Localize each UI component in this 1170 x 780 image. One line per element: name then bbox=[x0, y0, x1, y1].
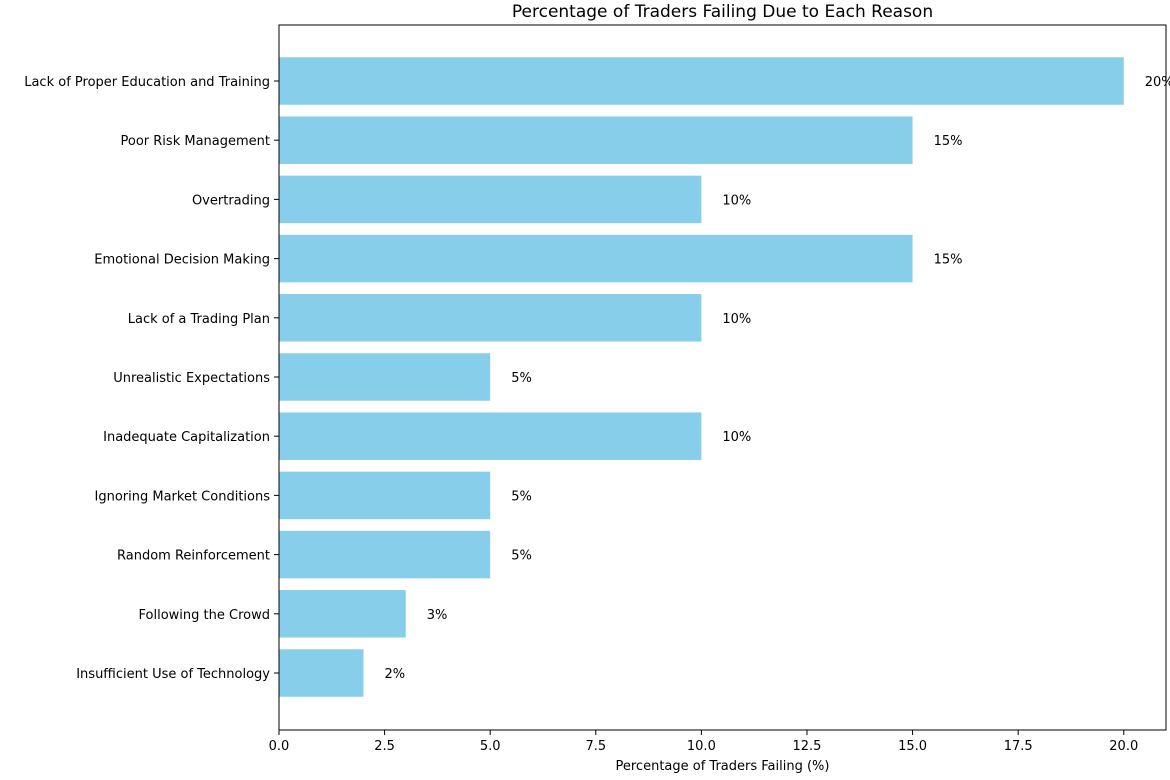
data-label-4: 15% bbox=[934, 253, 963, 268]
bar-4 bbox=[279, 234, 913, 283]
x-tick-label-8: 17.5 bbox=[1004, 739, 1033, 754]
y-tick-label-11: Insufficient Use of Technology bbox=[76, 667, 270, 682]
y-tick-label-1: Lack of Proper Education and Training bbox=[24, 75, 270, 90]
y-tick-label-7: Inadequate Capitalization bbox=[103, 430, 270, 445]
bar-10 bbox=[279, 590, 406, 638]
x-tick-label-2: 2.5 bbox=[374, 739, 395, 754]
y-tick-label-4: Emotional Decision Making bbox=[94, 253, 270, 268]
chart-title: Percentage of Traders Failing Due to Eac… bbox=[512, 2, 933, 22]
x-axis-ticks: 0.0 2.5 5.0 7.5 10.0 12.5 15.0 17.5 20.0 bbox=[269, 730, 1138, 754]
data-label-2: 15% bbox=[934, 134, 963, 149]
bar-2 bbox=[279, 116, 913, 164]
bar-6 bbox=[279, 353, 491, 401]
bar-1 bbox=[279, 57, 1124, 105]
x-tick-label-7: 15.0 bbox=[898, 739, 927, 754]
bar-8 bbox=[279, 471, 491, 520]
bar-9 bbox=[279, 530, 491, 579]
data-label-8: 5% bbox=[511, 489, 532, 504]
data-labels-layer: 20% 15% 10% 15% 10% 5% 10% 5% 5% 3% 2% bbox=[384, 75, 1170, 682]
plot-frame bbox=[278, 24, 1167, 731]
bar-3 bbox=[279, 175, 702, 224]
bars-layer bbox=[279, 57, 1124, 697]
x-tick-label-1: 0.0 bbox=[269, 739, 290, 754]
y-tick-label-5: Lack of a Trading Plan bbox=[128, 312, 270, 327]
y-tick-label-9: Random Reinforcement bbox=[117, 549, 270, 564]
y-tick-label-3: Overtrading bbox=[192, 193, 270, 208]
data-label-9: 5% bbox=[511, 549, 532, 564]
x-tick-label-6: 12.5 bbox=[792, 739, 821, 754]
bar-5 bbox=[279, 294, 702, 342]
y-axis-ticks: Lack of Proper Education and Training Poo… bbox=[24, 75, 279, 682]
bar-11 bbox=[279, 649, 364, 697]
data-label-1: 20% bbox=[1145, 75, 1170, 90]
bar-7 bbox=[279, 412, 702, 460]
y-tick-label-10: Following the Crowd bbox=[139, 608, 270, 623]
data-label-6: 5% bbox=[511, 371, 532, 386]
data-label-10: 3% bbox=[427, 608, 448, 623]
y-tick-label-2: Poor Risk Management bbox=[121, 134, 270, 149]
x-tick-label-3: 5.0 bbox=[480, 739, 501, 754]
data-label-3: 10% bbox=[722, 193, 751, 208]
data-label-7: 10% bbox=[722, 430, 751, 445]
x-tick-label-5: 10.0 bbox=[687, 739, 716, 754]
data-label-11: 2% bbox=[384, 667, 405, 682]
x-tick-label-9: 20.0 bbox=[1109, 739, 1138, 754]
y-tick-label-8: Ignoring Market Conditions bbox=[95, 489, 271, 504]
x-axis-label: Percentage of Traders Failing (%) bbox=[616, 759, 830, 774]
data-label-5: 10% bbox=[722, 312, 751, 327]
x-tick-label-4: 7.5 bbox=[585, 739, 606, 754]
y-tick-label-6: Unrealistic Expectations bbox=[113, 371, 270, 386]
